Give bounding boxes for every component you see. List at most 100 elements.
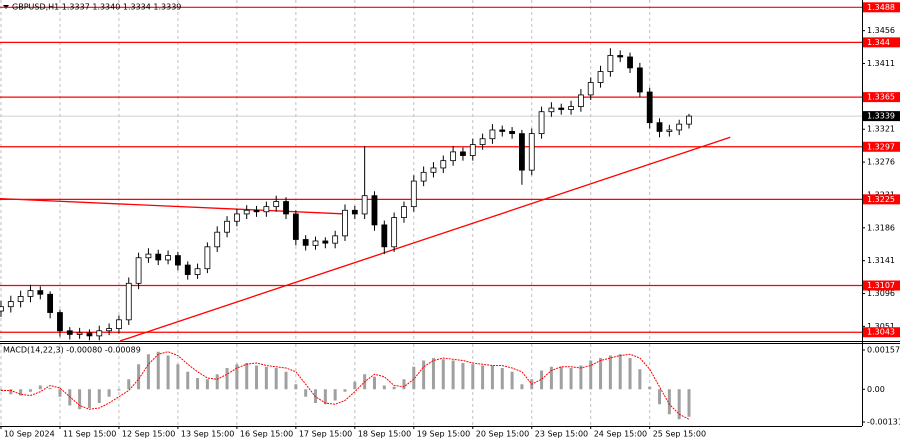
level-label: 1.3365 xyxy=(867,93,895,102)
macd-bar xyxy=(205,379,209,390)
candle-body xyxy=(666,129,673,132)
macd-bar xyxy=(451,360,455,390)
y-tick-label: 1.3186 xyxy=(867,223,895,232)
macd-bar xyxy=(166,355,170,390)
macd-bar xyxy=(127,379,131,390)
x-tick-label: 25 Sep 15:00 xyxy=(653,430,706,439)
macd-bar xyxy=(549,366,553,390)
macd-bar xyxy=(569,368,573,390)
level-label-bg xyxy=(863,327,900,338)
macd-bar xyxy=(48,388,52,390)
macd-bar xyxy=(461,363,465,390)
level-label: 1.3488 xyxy=(867,3,895,12)
macd-bar xyxy=(235,364,239,390)
candle-body xyxy=(283,201,289,215)
macd-bar xyxy=(97,389,101,403)
x-tick-label: 12 Sep 15:00 xyxy=(122,430,175,439)
macd-bar xyxy=(117,389,121,391)
candle-body xyxy=(607,55,614,72)
candle-body xyxy=(519,133,525,171)
candle-body xyxy=(440,160,447,169)
macd-bar xyxy=(87,389,91,408)
macd-bar xyxy=(78,389,82,410)
y-tick-label: 0.00157 xyxy=(867,346,900,355)
candle-body xyxy=(587,82,594,96)
candle-body xyxy=(371,195,378,226)
macd-bar xyxy=(333,389,337,401)
macd-bar xyxy=(510,371,514,390)
candle-body xyxy=(548,107,555,113)
candle-body xyxy=(312,240,319,246)
candle-body xyxy=(509,131,515,135)
x-tick-label: 17 Sep 15:00 xyxy=(299,430,352,439)
x-tick-label: 24 Sep 15:00 xyxy=(594,430,647,439)
candle-body xyxy=(479,138,486,145)
candle-body xyxy=(302,239,309,246)
candle-body xyxy=(125,282,132,321)
candle-body xyxy=(194,268,201,275)
macd-title: MACD(14,22,3) -0.00080 -0.00089 xyxy=(3,346,141,355)
candle-body xyxy=(47,293,54,313)
macd-bar xyxy=(618,354,622,390)
candle-body xyxy=(0,306,4,312)
candle-body xyxy=(165,255,171,261)
candle-body xyxy=(656,122,663,132)
macd-bar xyxy=(638,369,642,390)
macd-bar xyxy=(156,351,160,390)
candle-body xyxy=(381,224,388,248)
macd-bar xyxy=(422,360,426,390)
macd-bar xyxy=(599,358,603,390)
macd-bar xyxy=(628,358,632,390)
level-label: 1.3225 xyxy=(867,195,895,204)
x-tick-label: 19 Sep 15:00 xyxy=(417,430,470,439)
y-tick-label: 0.00 xyxy=(867,385,885,394)
macd-bar xyxy=(176,364,180,390)
candle-body xyxy=(184,264,191,275)
trend-line xyxy=(119,136,731,342)
candle-body xyxy=(676,123,683,131)
candle-body xyxy=(577,94,584,108)
candle-body xyxy=(145,253,152,259)
macd-bar xyxy=(107,389,111,397)
candle-body xyxy=(37,290,44,295)
macd-bar xyxy=(412,366,416,390)
macd-bar xyxy=(274,368,278,390)
macd-bar xyxy=(667,389,671,415)
macd-bar xyxy=(441,359,445,390)
y-tick-label: 1.3141 xyxy=(867,256,895,265)
candle-body xyxy=(528,133,535,171)
last-price-label: 1.3339 xyxy=(867,112,895,121)
macd-bar xyxy=(304,389,308,397)
candle-body xyxy=(233,213,240,222)
candle-body xyxy=(361,195,368,215)
level-label: 1.344 xyxy=(867,38,890,47)
candle-body xyxy=(86,332,93,337)
macd-bar xyxy=(28,389,32,392)
macd-bar xyxy=(255,365,259,390)
macd-bar xyxy=(559,366,563,390)
macd-bar xyxy=(382,385,386,390)
candle-body xyxy=(322,240,329,244)
level-label: 1.3043 xyxy=(867,328,895,337)
candle-body xyxy=(57,312,63,332)
y-tick-label: 1.3456 xyxy=(867,26,895,35)
candle-body xyxy=(460,151,466,156)
last-price-bg xyxy=(863,111,900,122)
macd-bar xyxy=(353,381,357,390)
candle-body xyxy=(351,209,358,215)
candle-body xyxy=(253,209,260,213)
level-label-bg xyxy=(863,92,900,103)
candle-body xyxy=(410,180,417,208)
macd-bar xyxy=(284,371,288,390)
y-tick-label: 1.3051 xyxy=(867,322,895,331)
candle-body xyxy=(204,246,211,270)
level-label: 1.3107 xyxy=(867,281,895,290)
candle-body xyxy=(636,67,643,93)
macd-bar xyxy=(9,389,13,395)
candle-body xyxy=(342,209,348,237)
macd-bar xyxy=(186,371,190,390)
candle-body xyxy=(76,332,83,335)
macd-bar xyxy=(471,364,475,390)
macd-bar xyxy=(648,386,652,390)
